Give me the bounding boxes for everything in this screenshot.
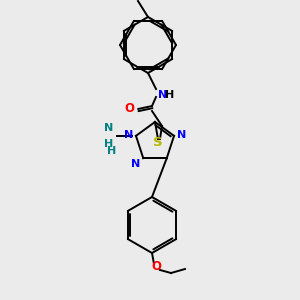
Text: H: H — [107, 146, 117, 156]
Text: N: N — [104, 123, 113, 133]
Text: H: H — [165, 90, 174, 100]
Text: N: N — [131, 159, 140, 169]
Text: O: O — [151, 260, 161, 274]
Text: N: N — [177, 130, 186, 140]
Text: O: O — [124, 101, 134, 115]
Text: S: S — [153, 136, 163, 148]
Text: N: N — [158, 90, 167, 100]
Text: N: N — [124, 130, 133, 140]
Text: H: H — [104, 139, 113, 149]
